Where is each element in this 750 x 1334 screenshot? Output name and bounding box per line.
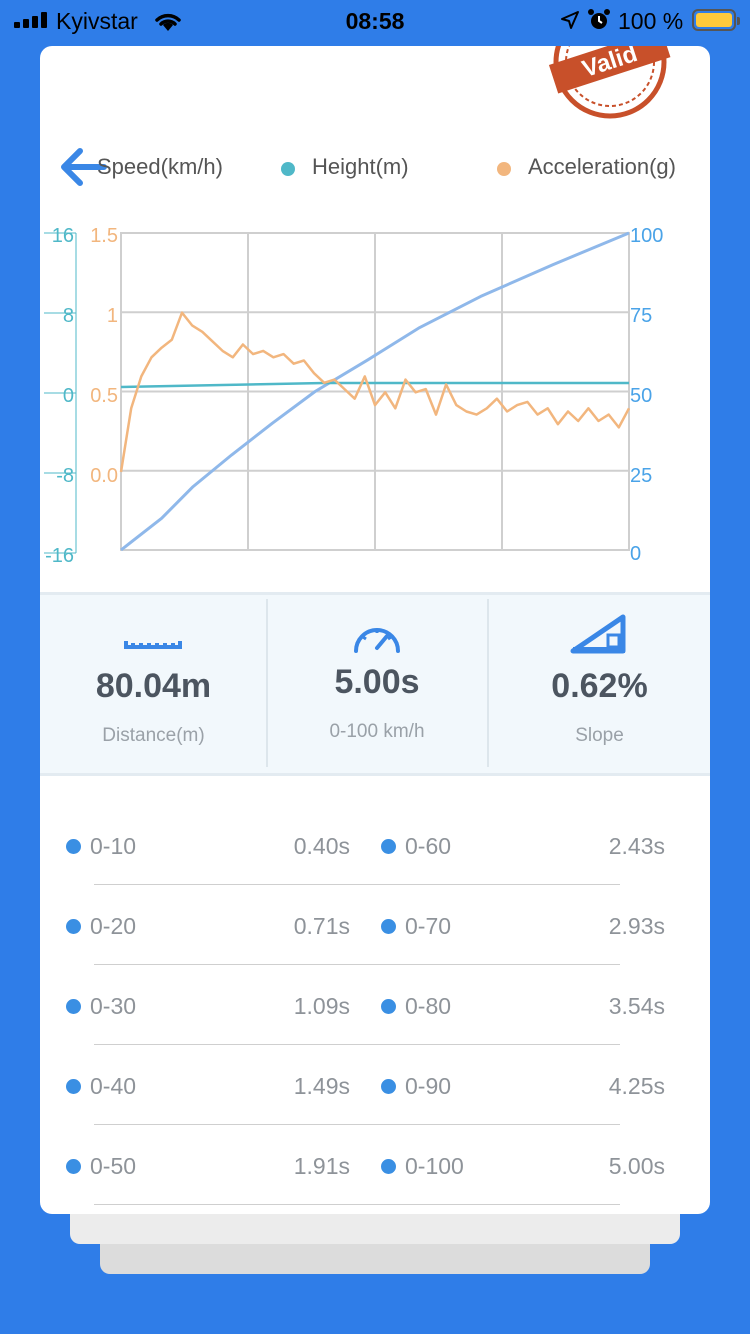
legend-speed: Speed(km/h) [97, 154, 223, 179]
list-item: 0-30 1.09s 0-80 3.54s [40, 976, 710, 1056]
split-value: 3.54s [608, 993, 665, 1019]
speedometer-icon [354, 628, 400, 653]
split-value: 5.00s [608, 1153, 665, 1179]
acceleration-tick-label: 1.5 [90, 225, 118, 247]
ruler-icon [124, 641, 182, 649]
bullet-icon [66, 1159, 81, 1174]
height-tick-label: 0 [63, 385, 74, 407]
wifi-icon [155, 13, 181, 31]
list-item: 0-40 1.49s 0-90 4.25s [40, 1056, 710, 1136]
list-item: 0-50 1.91s 0-100 5.00s [40, 1136, 710, 1214]
bullet-icon [381, 1159, 396, 1174]
bullet-icon [66, 839, 81, 854]
split-label: 0-50 [90, 1153, 137, 1179]
split-value: 2.93s [608, 913, 665, 939]
slope-value: 0.62% [551, 667, 648, 705]
row-divider [94, 1044, 620, 1045]
acceleration-tick-label: 1 [107, 305, 118, 327]
slope-label: Slope [575, 725, 624, 746]
speed-series-line [120, 231, 630, 552]
split-label: 0-70 [405, 913, 452, 939]
stat-slope: 0.62% Slope [489, 595, 710, 773]
list-item: 0-10 0.40s 0-60 2.43s [40, 816, 710, 896]
alarm-icon [588, 9, 610, 29]
split-label: 0-90 [405, 1073, 452, 1099]
bullet-icon [381, 1079, 396, 1094]
split-label: 0-60 [405, 833, 452, 859]
bullet-icon [66, 999, 81, 1014]
back-arrow-icon[interactable] [58, 146, 108, 188]
speed-tick-label: 0 [630, 543, 641, 565]
chart-legend: Speed(km/h) Height(m) Acceleration(g) [40, 154, 710, 184]
split-label: 0-80 [405, 993, 452, 1019]
acceleration-tick-label: 0.5 [90, 385, 118, 407]
split-label: 0-30 [90, 993, 137, 1019]
split-label: 0-40 [90, 1073, 137, 1099]
split-label: 0-10 [90, 833, 137, 859]
battery-percent: 100 % [618, 8, 684, 34]
stat-acceleration-time: 5.00s 0-100 km/h [267, 595, 487, 773]
height-tick-label: -16 [45, 545, 74, 567]
legend-acceleration: Acceleration(g) [528, 154, 676, 179]
speed-tick-label: 50 [630, 385, 652, 407]
bullet-icon [381, 999, 396, 1014]
legend-height-dot [281, 162, 295, 176]
carrier-name: Kyivstar [56, 8, 138, 34]
stats-panel: 80.04m Distance(m) 5.00s 0-100 km/h 0.62… [40, 592, 710, 776]
time-value: 5.00s [334, 663, 420, 701]
split-label: 0-100 [405, 1153, 464, 1179]
split-value: 0.40s [293, 833, 350, 859]
legend-height: Height(m) [312, 154, 409, 179]
height-tick-label: 8 [63, 305, 74, 327]
speed-height-acceleration-chart: 16 8 0 -8 -16 1.5 1 0.5 0.0 100 75 50 25 0 [44, 225, 663, 567]
bullet-icon [66, 919, 81, 934]
acceleration-tick-label: 0.0 [90, 465, 118, 487]
row-divider [94, 1204, 620, 1205]
row-divider [94, 964, 620, 965]
height-series-line [120, 381, 629, 389]
height-tick-label: 16 [52, 225, 74, 247]
distance-label: Distance(m) [102, 725, 205, 746]
signal-icon [14, 12, 50, 28]
split-value: 0.71s [293, 913, 350, 939]
clock: 08:58 [345, 8, 405, 34]
stamp-text: Valid [579, 46, 641, 83]
row-divider [94, 884, 620, 885]
battery-icon [692, 9, 740, 31]
split-value: 1.49s [293, 1073, 350, 1099]
stat-distance: 80.04m Distance(m) [40, 595, 267, 773]
stat-divider [487, 599, 489, 767]
height-tick-label: -8 [56, 465, 74, 487]
speed-tick-label: 75 [630, 305, 652, 327]
list-item: 0-20 0.71s 0-70 2.93s [40, 896, 710, 976]
speed-tick-label: 100 [630, 225, 663, 247]
bullet-icon [381, 919, 396, 934]
bullet-icon [66, 1079, 81, 1094]
bullet-icon [381, 839, 396, 854]
split-value: 1.09s [293, 993, 350, 1019]
time-label: 0-100 km/h [329, 721, 425, 742]
split-value: 4.25s [608, 1073, 665, 1099]
result-card: Valid Speed(km/h) Height(m) Acceleration… [40, 46, 710, 1214]
valid-stamp-icon: Valid [548, 46, 671, 119]
split-label: 0-20 [90, 913, 137, 939]
split-value: 1.91s [293, 1153, 350, 1179]
acceleration-series-line [119, 311, 631, 473]
stat-divider [266, 599, 268, 767]
speed-tick-label: 25 [630, 465, 652, 487]
split-value: 2.43s [608, 833, 665, 859]
legend-acceleration-dot [497, 162, 511, 176]
distance-value: 80.04m [95, 667, 212, 705]
slope-icon [570, 614, 626, 654]
location-icon [561, 11, 579, 29]
status-bar: Kyivstar 08:58 100 % [0, 0, 750, 42]
row-divider [94, 1124, 620, 1125]
